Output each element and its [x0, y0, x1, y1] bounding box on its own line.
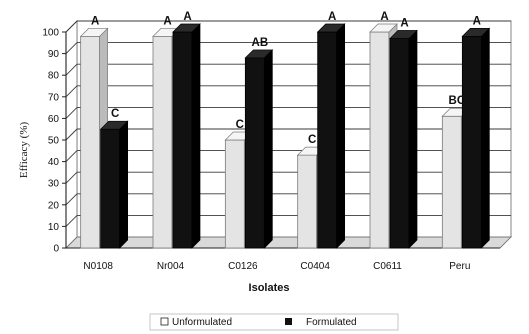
y-axis-title: Efficacy (%) [18, 122, 30, 179]
bar-top-unformulated [369, 23, 398, 33]
legend-swatch-formulated [285, 318, 292, 325]
y-tick-label: 10 [48, 222, 60, 233]
bar-top-formulated [389, 30, 418, 39]
bar-formulated [244, 57, 265, 249]
significance-letter: AB [252, 37, 269, 49]
bar-side-formulated [191, 23, 201, 249]
significance-letter: A [163, 15, 171, 27]
bar-side-formulated [408, 29, 418, 249]
bar-side-formulated [119, 120, 129, 249]
x-tick-label: C0611 [373, 261, 402, 272]
x-tick-label: Nr004 [157, 261, 185, 272]
legend: Unformulated Formulated [149, 313, 399, 331]
y-tick-label: 90 [48, 49, 60, 60]
x-tick-label: N0108 [83, 261, 113, 272]
bar-top-formulated [172, 23, 201, 33]
bar-unformulated [224, 139, 245, 249]
gridline-side [65, 193, 78, 206]
y-tick-label: 80 [48, 71, 60, 82]
gridline-side [65, 150, 78, 162]
bar-formulated [100, 128, 121, 249]
bar-formulated [317, 31, 338, 249]
legend-swatch-unformulated [160, 317, 169, 326]
bar-top-unformulated [79, 27, 109, 37]
significance-letter: C [236, 119, 244, 131]
y-tick-label: 20 [48, 200, 60, 211]
significance-letter: A [328, 11, 336, 23]
significance-letter: C [308, 134, 316, 146]
gridline-side [65, 128, 78, 141]
gridline-side [65, 63, 78, 76]
y-tick-label: 100 [42, 28, 59, 39]
significance-letter: C [111, 108, 119, 120]
bar-top-formulated [99, 120, 129, 130]
significance-letter: A [183, 11, 191, 23]
bar-top-formulated [244, 49, 274, 59]
bar-side-formulated [480, 27, 490, 249]
bar-formulated [461, 35, 482, 249]
x-tick-label: C0126 [228, 261, 258, 272]
bar-side-formulated [263, 49, 273, 249]
legend-label-unformulated: Unformulated [172, 317, 232, 328]
gridline-side [65, 42, 78, 54]
significance-letter: A [473, 15, 481, 27]
bars-layer [79, 23, 491, 249]
x-axis-title: Isolates [249, 282, 290, 294]
legend-label-formulated: Formulated [306, 317, 357, 328]
gridline-side [65, 215, 78, 227]
bar-unformulated [369, 31, 390, 249]
y-tick-label: 70 [48, 92, 60, 103]
y-tick-label: 50 [48, 136, 60, 147]
bar-unformulated [441, 115, 462, 249]
bar-top-formulated [461, 27, 491, 37]
bar-side-formulated [336, 23, 346, 249]
gridline-side [65, 171, 78, 184]
significance-letter: BC [449, 95, 466, 107]
significance-letter: A [380, 11, 388, 23]
bar-top-formulated [316, 23, 346, 33]
legend-box [149, 313, 399, 331]
gridline-side [65, 107, 78, 119]
x-tick-label: C0404 [300, 261, 330, 272]
gridline-side [65, 85, 78, 98]
y-tick-label: 0 [53, 244, 59, 255]
significance-letter: A [91, 15, 99, 27]
y-tick-label: 60 [48, 114, 60, 125]
y-tick-label: 40 [48, 157, 60, 168]
gridline-side [65, 20, 78, 33]
significance-letter: A [400, 17, 408, 29]
bar-formulated [172, 31, 193, 249]
bar-formulated [389, 38, 410, 249]
bar-unformulated [80, 35, 101, 249]
bar-unformulated [152, 35, 173, 249]
x-tick-label: Peru [449, 261, 470, 272]
axis-layer: 0 10 20 30 40 50 60 70 80 90 100 [42, 28, 500, 255]
y-tick-label: 30 [48, 179, 60, 190]
bar-unformulated [297, 154, 318, 249]
